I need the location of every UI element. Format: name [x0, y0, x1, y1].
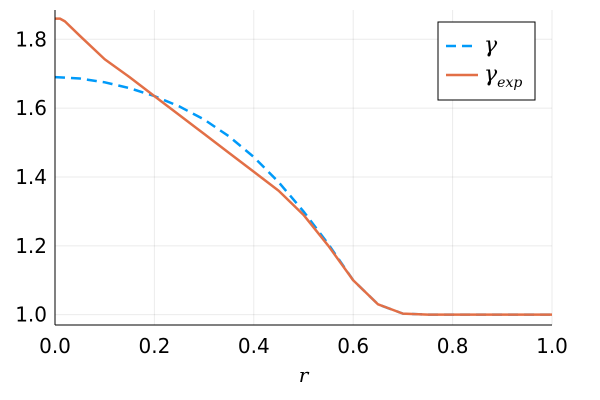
series-lines: [54, 17, 552, 316]
y-tick-label: 1.6: [15, 96, 47, 120]
grid-lines: [54, 10, 553, 325]
legend-label-gamma-exp: γexp: [484, 62, 522, 91]
legend-label-gamma-exp-sub: exp: [497, 75, 522, 91]
tick-labels: 0.0 0.2 0.4 0.6 0.8 1.0 1.0 1.2 1.4 1.6 1.8: [15, 27, 568, 358]
x-tick-label: 0.8: [437, 334, 469, 358]
x-tick-label: 0.4: [238, 334, 270, 358]
y-tick-label: 1.2: [15, 234, 47, 258]
x-tick-label: 0.6: [337, 334, 369, 358]
y-tick-label: 1.0: [15, 303, 47, 327]
legend-label-gamma: γ: [484, 33, 498, 58]
y-tick-label: 1.4: [15, 165, 47, 189]
x-tick-label: 1.0: [536, 334, 568, 358]
axes: [54, 10, 552, 326]
y-tick-label: 1.8: [15, 27, 47, 51]
x-tick-label: 0.2: [138, 334, 170, 358]
series-line-gamma: [54, 75, 552, 316]
legend: γ γexp: [437, 21, 536, 101]
legend-label-gamma-exp-main: γ: [484, 62, 498, 87]
series-line-gamma-exp: [55, 17, 552, 316]
legend-box: [437, 21, 536, 101]
x-axis-label: r: [299, 363, 310, 387]
x-tick-label: 0.0: [39, 334, 71, 358]
